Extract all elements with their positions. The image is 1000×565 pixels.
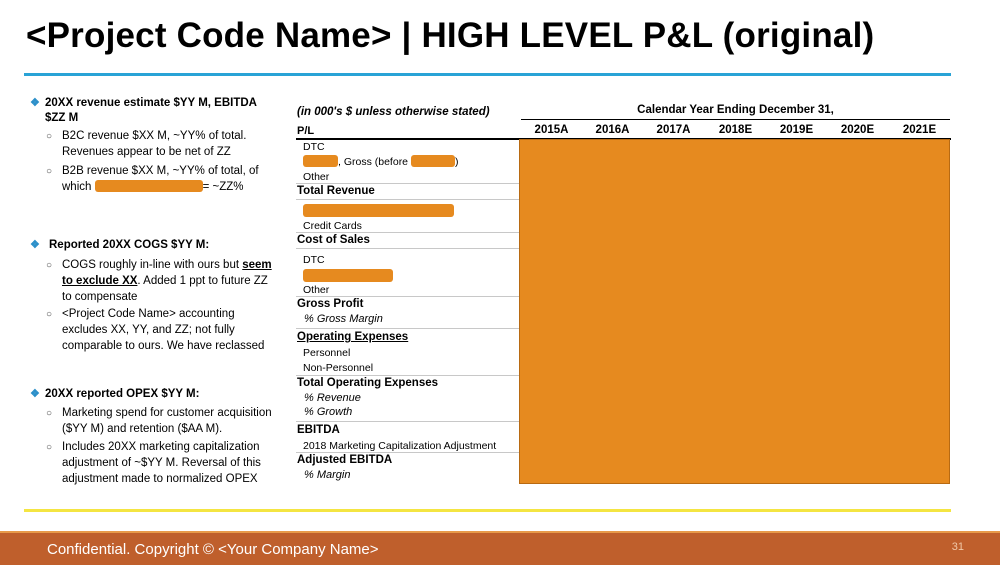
cogs-emphasis: seem [242,259,272,271]
opex-note-1-line-2: ($YY M) and retention ($AA M). [62,423,223,435]
calendar-header: Calendar Year Ending December 31, [637,104,834,116]
row-dtc-2: DTC [303,254,325,266]
row-cost-of-sales: Cost of Sales [297,234,370,246]
row-divider [296,199,519,200]
row-personnel: Personnel [303,347,351,359]
redacted-block [303,269,393,282]
row-divider [296,248,519,249]
b2c-line-2: Revenues appear to be net of ZZ [62,146,231,158]
circle-bullet-icon: ○ [46,166,53,177]
opex-note-2-line-1: Includes 20XX marketing capitalization [62,441,260,453]
cogs-note-1-line-1: COGS roughly in-line with ours but seem [62,258,272,274]
units-note: (in 000's $ unless otherwise stated) [297,106,490,118]
row-gross-before-text: , Gross (before [338,156,411,168]
row-ebitda: EBITDA [297,424,340,436]
cogs-emphasis: to exclude XX [62,275,138,287]
b2b-line-2-start: which [62,181,92,193]
cogs-headline: Reported 20XX COGS $YY M: [49,239,210,251]
b2b-line-1: B2B revenue $XX M, ~YY% of total, of [62,165,259,177]
title-divider [24,73,951,76]
opex-note-1-line-1: Marketing spend for customer acquisition [62,407,272,419]
row-gross-before: , Gross (before ) [303,155,458,168]
row-divider [296,296,519,297]
row-other: Other [303,171,330,183]
year-header: 2020E [840,124,875,136]
cogs-note-2-line-1: <Project Code Name> accounting [62,308,235,320]
redacted-data-block [519,139,950,484]
calendar-underline [521,119,950,120]
opex-note-2-line-2: adjustment of ~$YY M. Reversal of this [62,457,261,469]
cogs-note-2-line-2: excludes XX, YY, and ZZ; not fully [62,324,235,336]
row-other-2: Other [303,284,330,296]
footer-bar [0,533,1000,565]
circle-bullet-icon: ○ [46,309,53,320]
circle-bullet-icon: ○ [46,408,53,419]
redacted-block [410,155,455,167]
pl-label: P/L [297,125,315,137]
row-divider [296,375,519,376]
bottom-divider [24,509,951,512]
footer-confidential: Confidential. Copyright © <Your Company … [47,541,379,558]
revenue-headline-cont: $ZZ M [45,112,79,124]
row-credit-cards: Credit Cards [303,220,362,232]
row-pct-growth: % Growth [304,406,353,418]
opex-note-2-line-3: adjustment made to normalized OPEX [62,473,258,485]
circle-bullet-icon: ○ [46,131,53,142]
circle-bullet-icon: ○ [46,442,53,453]
b2b-line-2-end: = ~ZZ% [202,181,244,193]
cogs-text: COGS roughly in-line with ours but [62,259,243,271]
row-divider [296,452,519,453]
row-total-revenue: Total Revenue [297,185,375,197]
year-header: 2016A [595,124,630,136]
row-redacted-2 [303,269,393,283]
year-header: 2018E [718,124,753,136]
row-gross-before-close: ) [454,156,459,168]
row-pct-margin: % Margin [304,469,351,481]
year-header: 2015A [534,124,569,136]
slide-title: <Project Code Name> | HIGH LEVEL P&L (or… [26,16,875,55]
cogs-text: . Added 1 ppt to future ZZ [137,275,268,287]
year-header: 2021E [902,124,937,136]
diamond-bullet-icon: ❖ [30,388,40,400]
row-redacted [303,204,454,218]
redacted-block [94,180,203,192]
b2b-line-2: which = ~ZZ% [62,180,244,196]
row-pct-revenue: % Revenue [304,392,361,404]
row-divider [296,232,519,233]
cogs-note-1-line-2: to exclude XX. Added 1 ppt to future ZZ [62,274,268,290]
row-total-opex: Total Operating Expenses [297,377,439,389]
diamond-bullet-icon: ❖ [30,239,40,251]
row-operating-expenses: Operating Expenses [297,331,409,343]
opex-headline: 20XX reported OPEX $YY M: [45,388,200,400]
row-mkt-cap-adj: 2018 Marketing Capitalization Adjustment [303,440,497,452]
year-header: 2017A [656,124,691,136]
row-gross-profit: Gross Profit [297,298,364,310]
row-non-personnel: Non-Personnel [303,362,374,374]
row-gross-margin: % Gross Margin [304,313,383,325]
circle-bullet-icon: ○ [46,260,53,271]
b2c-line-1: B2C revenue $XX M, ~YY% of total. [62,130,247,142]
revenue-headline: 20XX revenue estimate $YY M, EBITDA [45,97,257,109]
diamond-bullet-icon: ❖ [30,97,40,109]
row-dtc: DTC [303,141,325,153]
footer-accent [0,531,1000,533]
row-divider [296,183,519,184]
year-header: 2019E [779,124,814,136]
cogs-note-2-line-3: comparable to ours. We have reclassed [62,340,265,352]
redacted-block [303,155,338,167]
row-adjusted-ebitda: Adjusted EBITDA [297,454,393,466]
redacted-block [303,204,454,217]
page-number: 31 [951,541,964,553]
cogs-note-1-line-3: to compensate [62,291,138,303]
row-divider [296,328,519,329]
row-divider [296,421,519,422]
